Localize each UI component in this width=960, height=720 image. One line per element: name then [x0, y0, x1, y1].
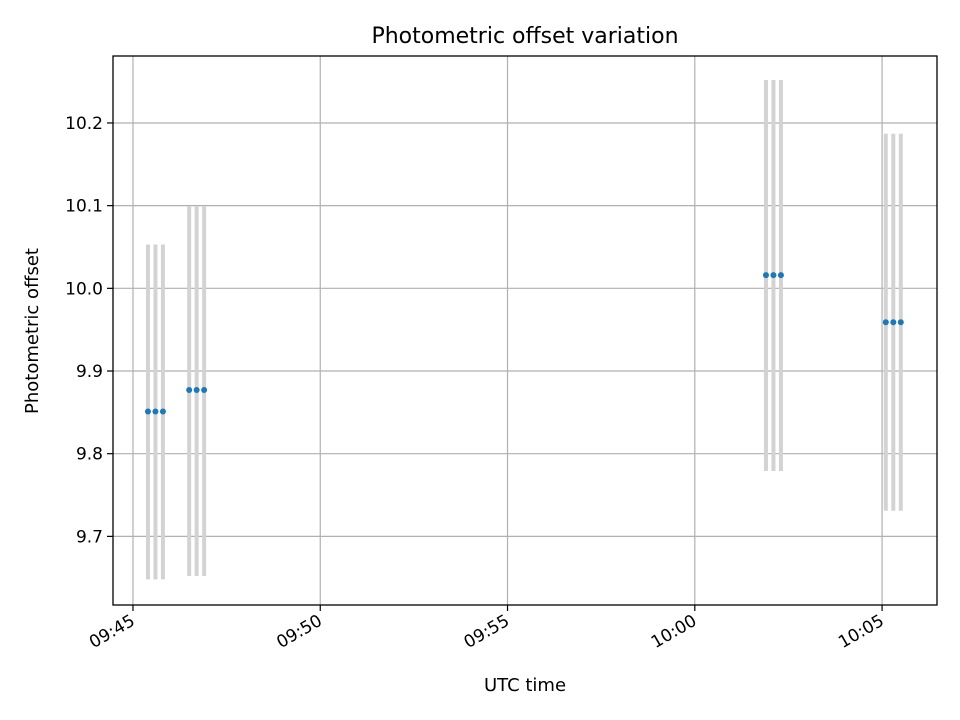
data-point [159, 408, 166, 415]
data-point [777, 272, 784, 279]
y-tick-label: 10.0 [65, 279, 103, 299]
y-tick-label: 9.7 [76, 527, 103, 547]
y-axis-ticks: 9.7 9.8 9.9 10.0 10.1 10.2 [65, 114, 113, 547]
plot-frame [112, 55, 938, 606]
data-point [897, 319, 904, 326]
data-point [152, 408, 159, 415]
data-point [890, 319, 897, 326]
data-point [201, 387, 208, 394]
y-tick-label: 9.8 [76, 445, 103, 465]
chart-title: Photometric offset variation [371, 24, 678, 49]
data-point [186, 387, 193, 394]
y-tick-label: 10.1 [65, 197, 103, 217]
data-points [144, 272, 904, 415]
data-point [193, 387, 200, 394]
data-point [762, 272, 769, 279]
x-axis-label: UTC time [484, 675, 566, 696]
grid-lines [113, 56, 937, 605]
data-point [882, 319, 889, 326]
data-point [770, 272, 777, 279]
y-axis-label: Photometric offset [22, 248, 43, 414]
data-point [144, 408, 151, 415]
y-tick-label: 10.2 [65, 114, 103, 134]
y-tick-label: 9.9 [76, 362, 103, 382]
